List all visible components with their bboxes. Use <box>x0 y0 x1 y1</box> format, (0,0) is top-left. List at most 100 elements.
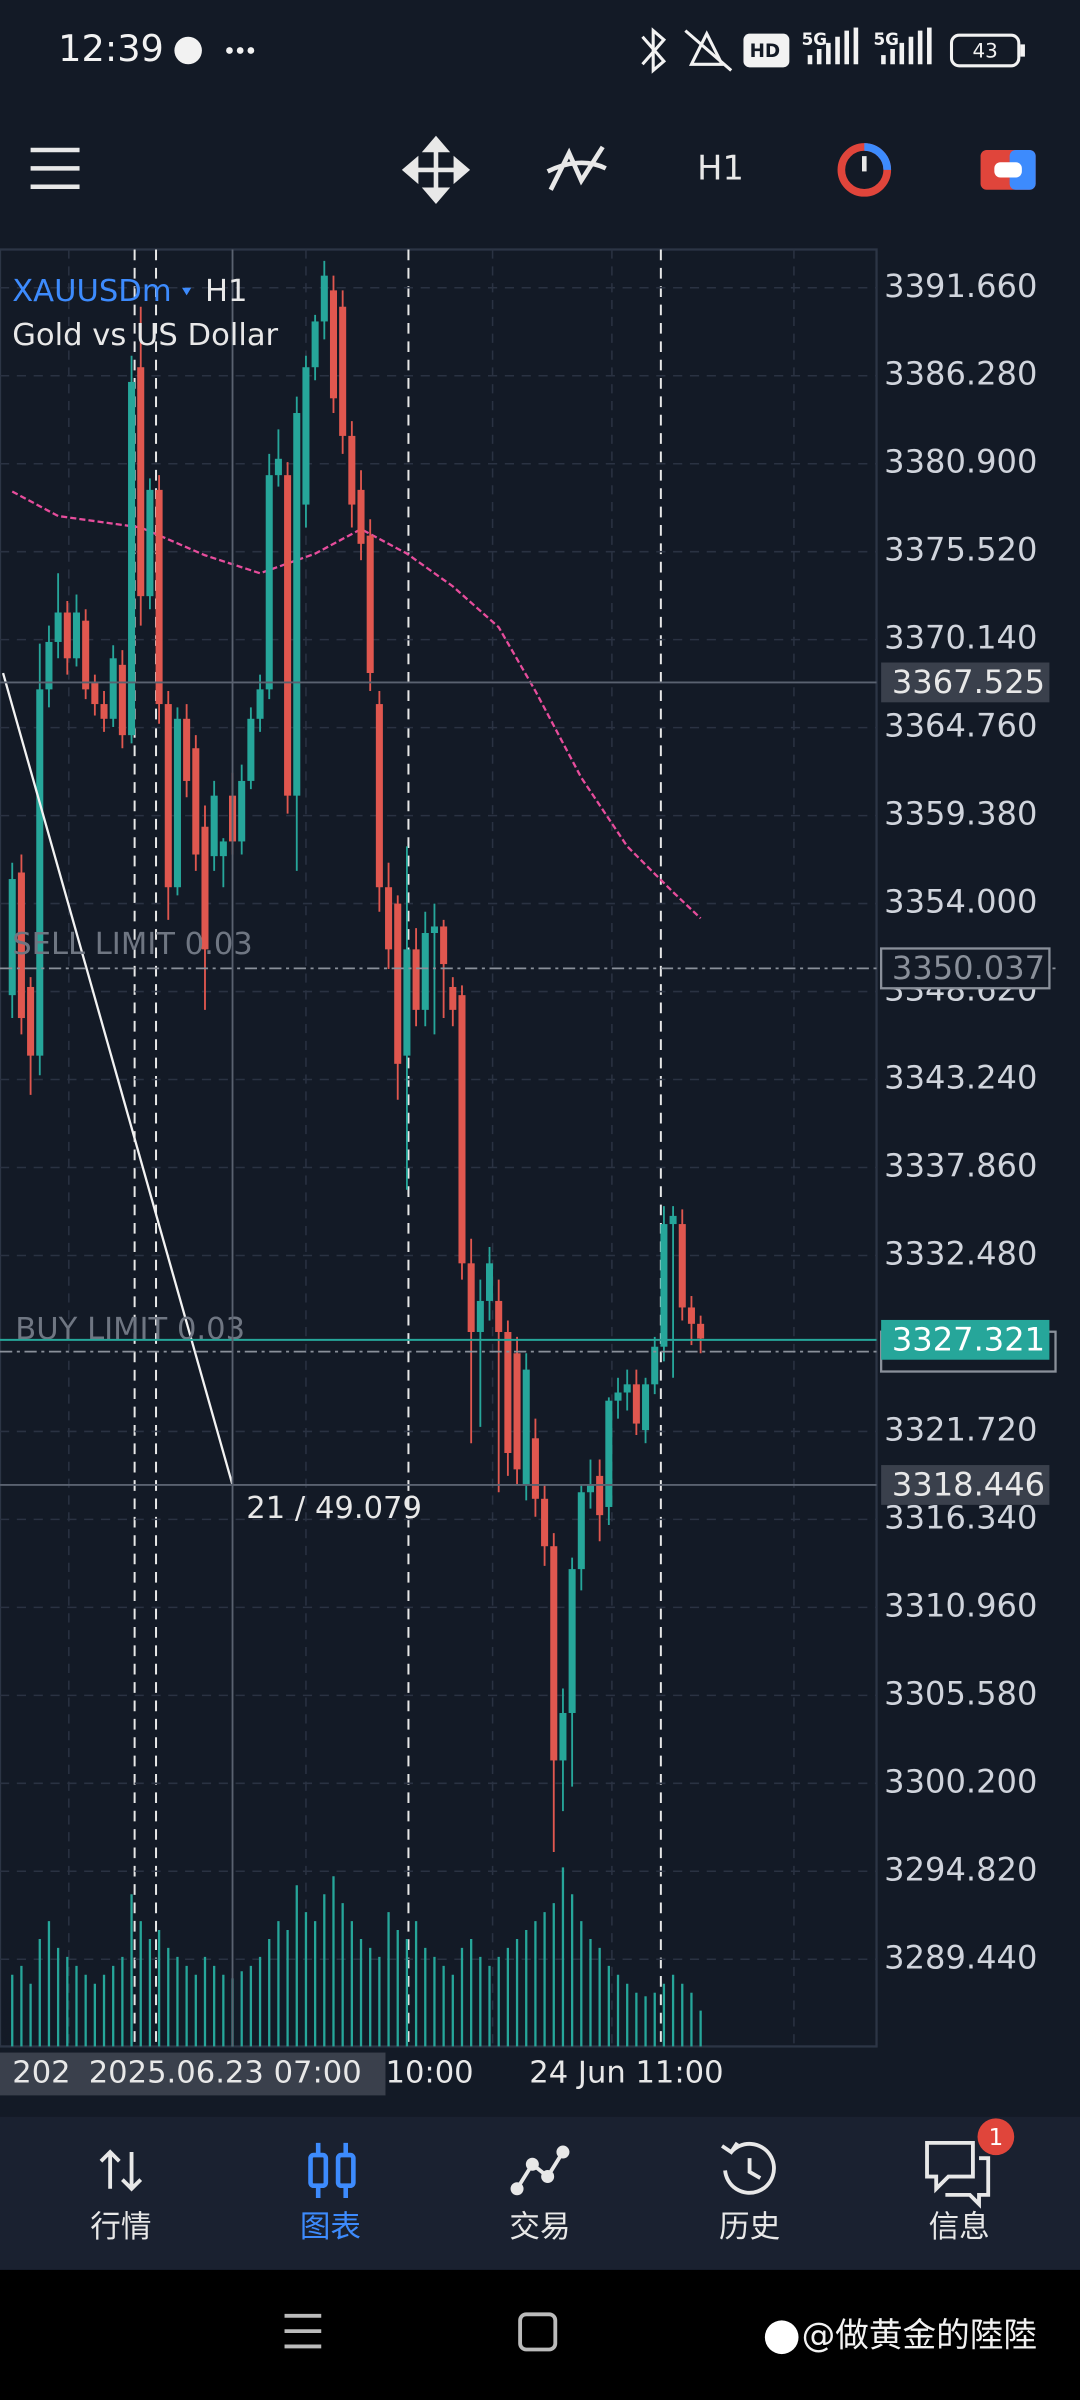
price-line-label: 3367.525 <box>892 663 1045 701</box>
price-line-tag <box>881 662 1050 703</box>
candle-body <box>128 381 136 736</box>
bid-tag <box>881 1319 1050 1360</box>
status-bar: 12:39 HD 5G 5G 43 <box>58 27 1025 74</box>
y-tick-label: 3391.660 <box>884 267 1037 305</box>
network-type: 5G <box>873 29 899 49</box>
watermark-icon <box>764 2320 799 2355</box>
y-tick-label: 3370.140 <box>884 619 1037 657</box>
chart-icon-body <box>308 2152 329 2189</box>
candle-body <box>596 1475 604 1516</box>
sell-limit-label: 3350.037 <box>892 949 1045 987</box>
signal-icon <box>881 27 932 65</box>
candle-body <box>495 1300 503 1333</box>
y-tick-label: 3386.280 <box>884 355 1037 393</box>
nav-item[interactable]: 交易 <box>509 2145 571 2245</box>
y-tick-label: 3300.200 <box>884 1762 1037 1800</box>
candle-body <box>550 1546 558 1761</box>
symbol-description: Gold vs US Dollar <box>12 318 278 353</box>
candle-body <box>173 718 181 888</box>
crosshair-label: 3318.446 <box>892 1465 1045 1503</box>
time-highlight <box>0 2052 386 2096</box>
trade-button[interactable] <box>980 150 1036 190</box>
time-label: 2025.06.23 07:00 <box>89 2055 362 2090</box>
crosshair-button[interactable] <box>401 135 471 205</box>
system-home-button[interactable] <box>518 2312 558 2352</box>
candle-body <box>155 489 163 705</box>
system-menu-button[interactable] <box>284 2313 322 2349</box>
candle-body <box>118 664 126 736</box>
time-label: 24 Jun 11:00 <box>529 2055 723 2090</box>
menu-button[interactable] <box>30 147 80 190</box>
time-axis: 202 2025.06.23 07:00 10:00 24 Jun 11:00 <box>0 2052 724 2096</box>
nav-item[interactable]: 1 信息 <box>925 2118 1015 2245</box>
candle-body <box>201 826 209 950</box>
nav-item[interactable]: 历史 <box>719 2141 780 2245</box>
trendline <box>1 672 234 1486</box>
candle-body <box>210 795 218 857</box>
bottom-nav: 行情 图表 交易 历史 1 信息 <box>0 2116 1080 2270</box>
candle-body <box>687 1307 695 1324</box>
hd-text: HD <box>750 41 781 62</box>
trade-icon-dot <box>510 2182 524 2196</box>
nav-label: 信息 <box>929 2210 990 2245</box>
y-tick-label: 3375.520 <box>884 531 1037 569</box>
symbol-dropdown[interactable] <box>182 287 192 296</box>
trade-icon-dot <box>541 2170 555 2184</box>
candle-body <box>678 1224 686 1308</box>
candle-body <box>45 641 53 690</box>
dot <box>226 47 233 54</box>
nav-item[interactable]: 行情 <box>90 2149 151 2245</box>
badge-count: 1 <box>989 2125 1004 2151</box>
candle-body <box>348 435 356 505</box>
indicators-button[interactable] <box>546 145 607 191</box>
clock: 12:39 <box>58 27 164 70</box>
chart-icon-body <box>335 2152 356 2189</box>
network-type: 5G <box>802 29 828 49</box>
y-tick-label: 3289.440 <box>884 1938 1037 1976</box>
y-tick-label: 3332.480 <box>884 1234 1037 1272</box>
history-icon <box>720 2141 776 2195</box>
candle-body <box>697 1323 705 1339</box>
candle-body <box>559 1713 567 1761</box>
nav-item[interactable]: 图表 <box>300 2142 361 2245</box>
candle-body <box>403 949 411 1056</box>
crosshair-info: 21 / 49.079 <box>246 1491 422 1526</box>
dot <box>247 47 255 54</box>
candle-body <box>522 1369 530 1485</box>
candle-body <box>36 689 44 1056</box>
trade-icon <box>515 2151 565 2190</box>
trade-icon-dot <box>556 2145 570 2159</box>
candle-body <box>458 995 466 1264</box>
candle-body <box>284 475 292 796</box>
system-nav: @做黄金的陸陸 <box>0 2269 1080 2400</box>
y-tick-label: 3380.900 <box>884 443 1037 481</box>
candle-body <box>568 1569 576 1714</box>
candle-body <box>311 321 319 368</box>
timeframe-button[interactable]: H1 <box>697 148 744 187</box>
candle-body <box>531 1438 539 1499</box>
y-tick-label: 3321.720 <box>884 1410 1037 1448</box>
candle-body <box>476 1300 484 1333</box>
vertical-grid <box>68 249 795 2047</box>
candle-body <box>274 458 282 476</box>
candle-body <box>72 612 81 659</box>
app-icon <box>174 36 202 65</box>
candle-body <box>504 1332 512 1454</box>
nav-label: 交易 <box>509 2210 570 2245</box>
candle-body <box>63 612 71 659</box>
candle-body <box>146 489 154 597</box>
y-tick-label: 3343.240 <box>884 1059 1037 1097</box>
candle-body <box>669 1215 677 1225</box>
candle-body <box>513 1353 521 1470</box>
candle-body <box>366 535 374 674</box>
candle-body <box>293 413 301 796</box>
candle-body <box>109 658 117 719</box>
history-button[interactable] <box>837 143 892 197</box>
candle-body <box>421 933 429 1010</box>
candle-body <box>17 872 25 1019</box>
candle-body <box>27 986 35 1056</box>
candle-body <box>430 926 438 934</box>
candle-body <box>256 689 264 719</box>
dot <box>236 47 244 54</box>
